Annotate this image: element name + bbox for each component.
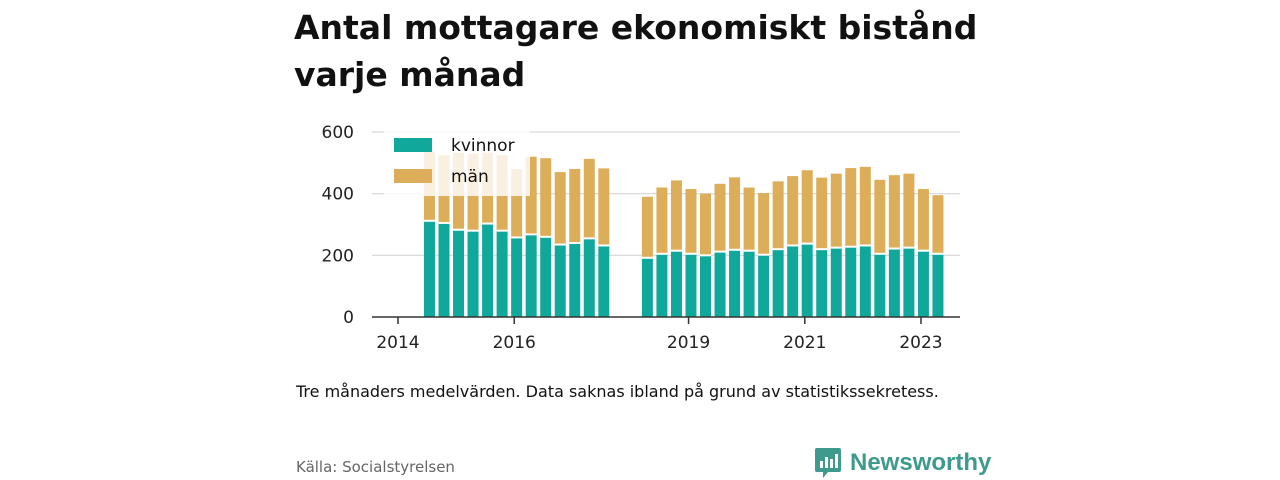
bar-kvinnor bbox=[569, 243, 581, 317]
bar-man bbox=[816, 177, 828, 250]
y-tick-label: 600 bbox=[322, 123, 354, 143]
bar-kvinnor bbox=[656, 253, 668, 317]
bar-man bbox=[830, 173, 842, 248]
bar-kvinnor bbox=[670, 250, 682, 317]
bar-man bbox=[670, 180, 682, 251]
bar-man bbox=[801, 170, 813, 244]
bar-kvinnor bbox=[859, 245, 871, 317]
bar-kvinnor bbox=[423, 220, 435, 317]
bar-kvinnor bbox=[874, 253, 886, 317]
bar-kvinnor bbox=[496, 230, 508, 317]
bar-kvinnor bbox=[830, 247, 842, 317]
bar-man bbox=[874, 179, 886, 254]
bar-man bbox=[917, 189, 929, 251]
bar-man bbox=[511, 169, 523, 238]
bar-man bbox=[932, 195, 944, 254]
chart-note: Tre månaders medelvärden. Data saknas ib… bbox=[296, 382, 939, 401]
bar-kvinnor bbox=[917, 250, 929, 317]
x-tick-label: 2019 bbox=[667, 333, 710, 353]
bar-kvinnor bbox=[758, 254, 770, 317]
x-tick-label: 2016 bbox=[493, 333, 536, 353]
bar-man bbox=[845, 168, 857, 247]
bar-man bbox=[888, 175, 900, 249]
bar-kvinnor bbox=[438, 222, 450, 317]
bar-man bbox=[641, 196, 653, 258]
y-tick-label: 0 bbox=[343, 308, 354, 328]
bar-man bbox=[859, 166, 871, 246]
bar-man bbox=[743, 187, 755, 251]
bar-kvinnor bbox=[511, 237, 523, 317]
bar-kvinnor bbox=[932, 253, 944, 317]
bar-man bbox=[656, 187, 668, 254]
y-tick-label: 200 bbox=[322, 246, 354, 266]
newsworthy-logo: Newsworthy bbox=[814, 446, 991, 480]
bar-man bbox=[554, 172, 566, 245]
bar-man bbox=[772, 181, 784, 250]
bar-man bbox=[525, 156, 537, 235]
bar-kvinnor bbox=[685, 253, 697, 317]
bar-man bbox=[758, 193, 770, 255]
legend-swatch-kvinnor bbox=[394, 138, 432, 152]
source-text: Källa: Socialstyrelsen bbox=[296, 458, 455, 476]
chart-title: Antal mottagare ekonomiskt bistånd varje… bbox=[294, 8, 978, 94]
legend-label-kvinnor: kvinnor bbox=[451, 136, 515, 156]
bar-kvinnor bbox=[743, 250, 755, 317]
x-tick-label: 2023 bbox=[899, 333, 942, 353]
bar-kvinnor bbox=[598, 245, 610, 317]
x-tick-label: 2021 bbox=[783, 333, 826, 353]
bar-man bbox=[540, 158, 552, 237]
x-tick-label: 2014 bbox=[376, 333, 419, 353]
bar-kvinnor bbox=[772, 249, 784, 317]
bar-man bbox=[787, 176, 799, 246]
bar-kvinnor bbox=[729, 249, 741, 317]
bar-kvinnor bbox=[467, 230, 479, 317]
bar-kvinnor bbox=[845, 246, 857, 317]
bar-man bbox=[569, 169, 581, 243]
brand-name: Newsworthy bbox=[850, 449, 992, 476]
bar-man bbox=[685, 189, 697, 254]
bar-kvinnor bbox=[787, 245, 799, 317]
legend-swatch-man bbox=[394, 169, 432, 183]
bar-kvinnor bbox=[554, 244, 566, 317]
bar-man bbox=[729, 177, 741, 250]
bar-kvinnor bbox=[801, 243, 813, 317]
bar-chart: 0 200 400 600 2014 2016 2019 2021 2023 kvinnor män bbox=[322, 123, 960, 353]
bar-man bbox=[583, 158, 595, 239]
bar-kvinnor bbox=[888, 248, 900, 317]
bar-kvinnor bbox=[583, 238, 595, 317]
y-tick-label: 400 bbox=[322, 185, 354, 205]
bar-kvinnor bbox=[482, 223, 494, 317]
bar-kvinnor bbox=[525, 234, 537, 317]
bar-kvinnor bbox=[453, 229, 465, 317]
bar-man bbox=[700, 193, 712, 256]
bar-kvinnor bbox=[903, 247, 915, 317]
bar-chart-speech-bubble-icon bbox=[815, 448, 841, 478]
bar-man bbox=[714, 183, 726, 252]
bar-kvinnor bbox=[641, 257, 653, 317]
bar-kvinnor bbox=[700, 255, 712, 317]
bar-kvinnor bbox=[816, 249, 828, 317]
bar-kvinnor bbox=[714, 251, 726, 317]
bar-kvinnor bbox=[540, 236, 552, 317]
legend-label-man: män bbox=[451, 167, 489, 187]
bar-man bbox=[903, 173, 915, 248]
bar-man bbox=[598, 168, 610, 246]
